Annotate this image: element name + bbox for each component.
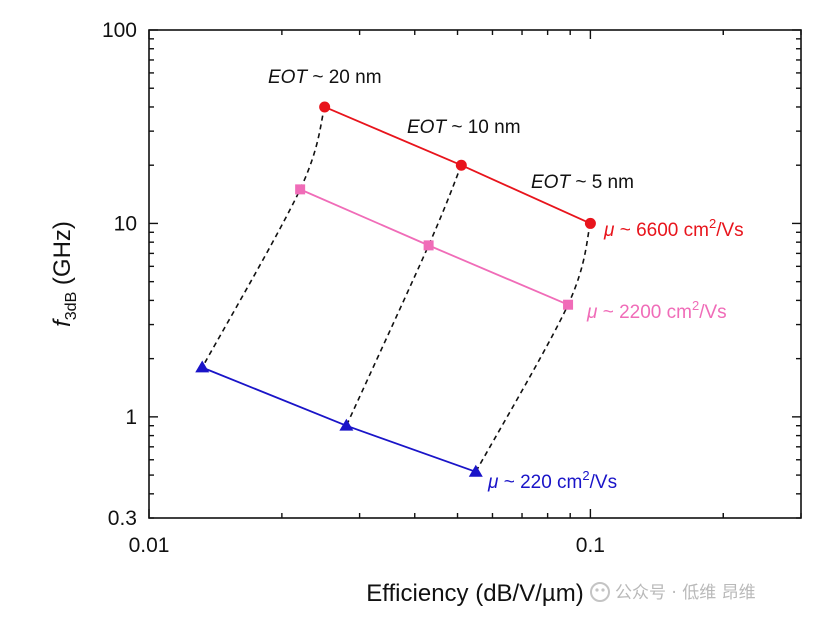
x-axis-label: Efficiency (dB/V/µm) bbox=[366, 580, 583, 607]
y-axis-label-unit: (GHz) bbox=[49, 221, 76, 292]
mu-220-sup: 2 bbox=[582, 468, 589, 483]
axis-ticks bbox=[148, 29, 802, 519]
y-tick-label: 100 bbox=[102, 19, 137, 42]
mu-220-tail: /Vs bbox=[590, 472, 617, 493]
mu-2200-mu: μ bbox=[586, 302, 598, 323]
x-tick-label: 0.01 bbox=[129, 534, 170, 557]
mu-6600-point bbox=[455, 159, 467, 171]
y-tick-label: 1 bbox=[125, 406, 137, 429]
mu-2200-label: μ ~ 2200 cm2/Vs bbox=[586, 298, 727, 323]
mu-6600-tail: /Vs bbox=[716, 220, 743, 241]
mu-220-label: μ ~ 220 cm2/Vs bbox=[487, 468, 617, 493]
mu-2200-sup: 2 bbox=[692, 298, 699, 313]
mu-220-point bbox=[468, 464, 483, 477]
eot-5nm-text: ~ 5 nm bbox=[570, 172, 634, 193]
mu-2200-tail: /Vs bbox=[699, 302, 726, 323]
x-tick-label: 0.1 bbox=[576, 534, 605, 557]
mu-6600-point bbox=[319, 101, 331, 113]
eot-5-link bbox=[475, 223, 592, 473]
mu-2200-line bbox=[299, 188, 569, 306]
mu-220-mu: μ bbox=[487, 472, 499, 493]
mu-220-text: ~ 220 cm bbox=[498, 472, 582, 493]
wechat-icon bbox=[590, 582, 610, 602]
mu-2200-text: ~ 2200 cm bbox=[597, 302, 692, 323]
eot-10-link bbox=[345, 164, 463, 427]
eot-5nm-label: EOT ~ 5 nm bbox=[531, 172, 634, 193]
eot-5nm-italic: EOT bbox=[531, 172, 571, 193]
series-layer bbox=[195, 101, 596, 477]
watermark: 公众号 · 低维 昂维 bbox=[590, 582, 756, 603]
wechat-icon-dot bbox=[601, 588, 605, 592]
y-axis-label: f3dB (GHz) bbox=[49, 221, 80, 327]
eot-20nm-text: ~ 20 nm bbox=[307, 67, 381, 88]
mu-6600-mu: μ bbox=[603, 220, 615, 241]
y-axis-label-sub: 3dB bbox=[63, 292, 80, 320]
eot-10nm-text: ~ 10 nm bbox=[446, 117, 520, 138]
mu-220-point bbox=[195, 360, 210, 373]
mu-6600-sup: 2 bbox=[709, 216, 716, 231]
mu-2200-point bbox=[423, 240, 434, 251]
eot-20-link bbox=[201, 106, 326, 368]
y-tick-label: 10 bbox=[114, 212, 137, 235]
plot-frame bbox=[148, 29, 802, 519]
mu-220-line bbox=[201, 366, 477, 473]
eot-20nm-label: EOT ~ 20 nm bbox=[268, 67, 382, 88]
eot-10nm-italic: EOT bbox=[407, 117, 447, 138]
mu-6600-text: ~ 6600 cm bbox=[614, 220, 709, 241]
dashed-links bbox=[201, 106, 592, 473]
wechat-icon-dot bbox=[595, 588, 599, 592]
mu-6600-point bbox=[584, 217, 596, 229]
watermark-text: 公众号 · 低维 昂维 bbox=[615, 583, 756, 603]
eot-10nm-label: EOT ~ 10 nm bbox=[407, 117, 521, 138]
mu-2200-point bbox=[295, 184, 306, 195]
mu-2200-point bbox=[563, 299, 574, 310]
mu-6600-label: μ ~ 6600 cm2/Vs bbox=[603, 216, 744, 241]
y-axis-label-main: f bbox=[49, 318, 76, 327]
eot-20nm-italic: EOT bbox=[268, 67, 308, 88]
mu-220-point bbox=[339, 418, 354, 431]
y-tick-label: 0.3 bbox=[108, 507, 137, 530]
tick-labels: 0.01 0.1 0.3 1 10 100 bbox=[102, 19, 605, 557]
